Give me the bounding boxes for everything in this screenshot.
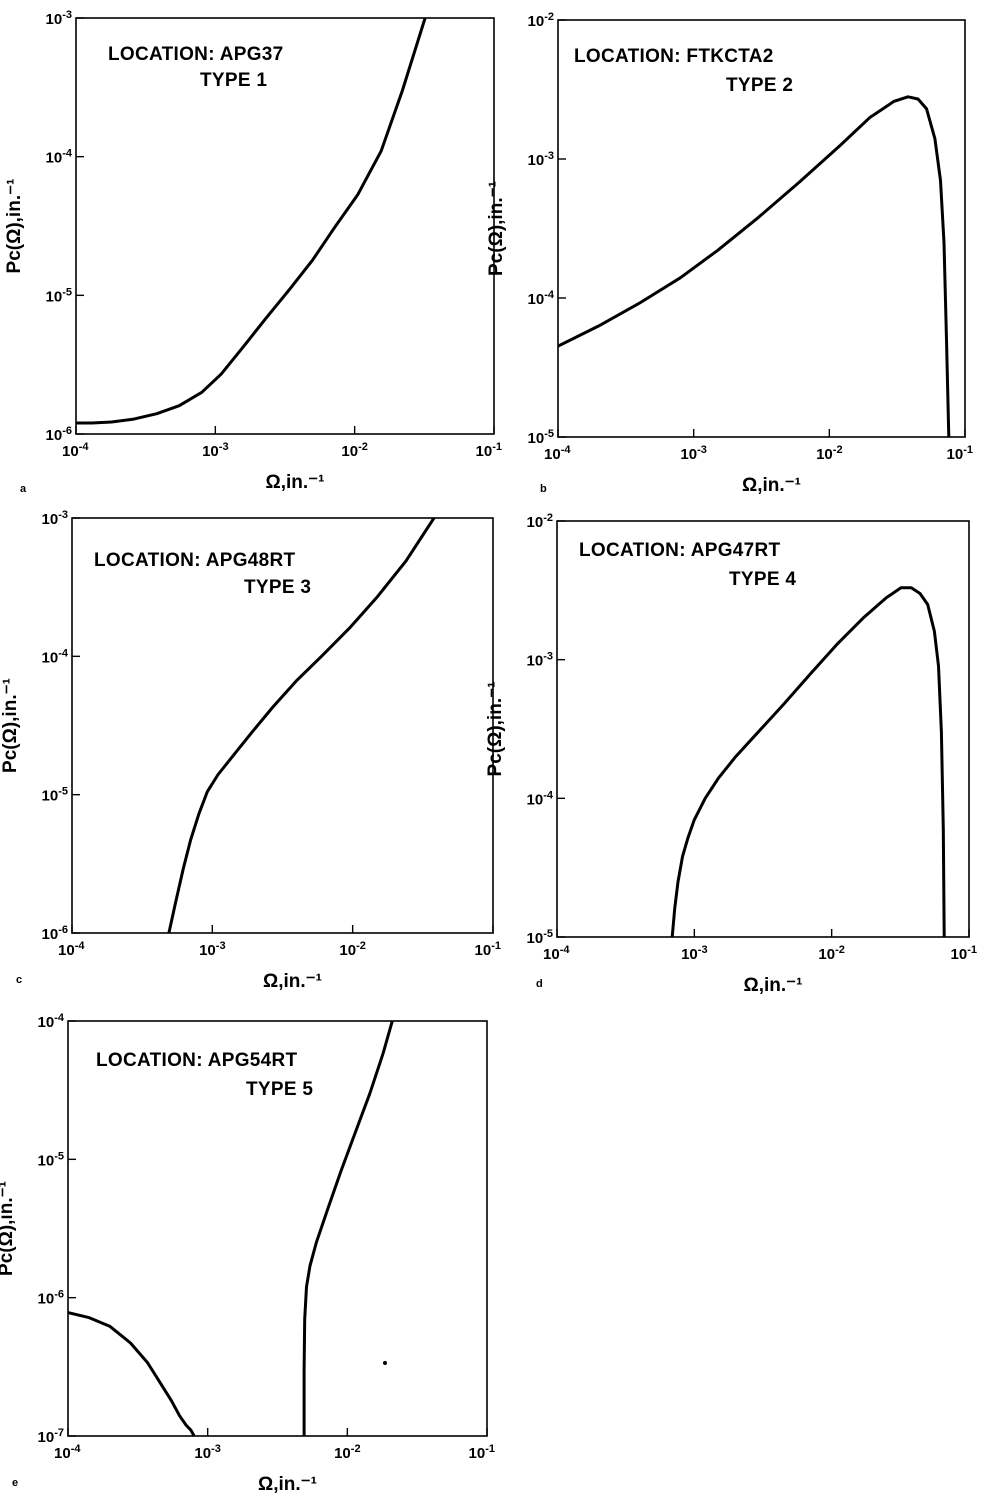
chart-panel-d: 10-4 10-3 10-2 10-110-510-410-310-2LOCATION…: [485, 512, 977, 996]
series-line-0: [167, 518, 436, 933]
y-tick-label: 10-2: [528, 11, 554, 30]
type-annotation: TYPE 4: [729, 569, 796, 590]
x-tick-label: 10-2: [818, 944, 844, 963]
series-line-0: [76, 18, 427, 425]
panel-letter: b: [540, 483, 547, 495]
x-tick-label: 10-1: [951, 944, 977, 963]
y-tick-label: 10-5: [46, 286, 72, 305]
y-tick-label: 10-5: [528, 428, 554, 447]
x-tick-label: 10-2: [341, 441, 367, 460]
location-annotation: LOCATION: APG37: [108, 44, 284, 65]
x-tick-label: 10-4: [54, 1443, 81, 1462]
series-line-0: [558, 95, 951, 437]
plot-frame: [71, 517, 494, 934]
x-tick-label: 10-2: [334, 1443, 360, 1462]
y-tick-label: 10-3: [46, 9, 72, 28]
x-axis-title: Ω,in.⁻¹: [743, 975, 802, 996]
chart-panel-a: 10-4 10-3 10-2 10-1 10-6 10-5 10-4 10-3 LOCATION…: [4, 9, 502, 495]
x-tick-label: 10-1: [475, 940, 501, 959]
y-tick-label: 10-3: [527, 651, 553, 670]
x-tick-label: 10-3: [199, 940, 225, 959]
x-tick-label: 10-3: [202, 441, 228, 460]
location-annotation: LOCATION: FTKCTA2: [574, 46, 774, 67]
panel-letter: a: [20, 483, 27, 495]
location-annotation: LOCATION: APG54RT: [96, 1050, 298, 1071]
x-tick-label: 10-3: [680, 444, 706, 463]
panel-letter: c: [16, 974, 22, 986]
scan-speck: [383, 1361, 387, 1365]
chart-panel-e: 10-4 10-3 10-2 10-1 10-7 10-6 10-5 10-4 LOCATION…: [0, 1012, 495, 1495]
y-axis-title: Pc(Ω),in.⁻¹: [485, 682, 506, 777]
y-axis-title: Pc(Ω),in.⁻¹: [486, 181, 507, 276]
y-axis-title: Pc(Ω),in.⁻¹: [0, 1181, 17, 1276]
y-tick-label: 10-4: [527, 789, 554, 808]
y-tick-label: 10-5: [38, 1150, 64, 1169]
y-tick-label: 10-3: [528, 150, 554, 169]
location-annotation: LOCATION: APG48RT: [94, 550, 296, 571]
y-tick-label: 10-6: [38, 1289, 64, 1308]
x-tick-label: 10-2: [816, 444, 842, 463]
y-axis-title: Pc(Ω),in.⁻¹: [4, 179, 25, 274]
x-axis-title: Ω,in.⁻¹: [265, 472, 324, 493]
x-tick-label: 10-4: [544, 444, 571, 463]
y-tick-label: 10-7: [38, 1427, 64, 1446]
y-tick-label: 10-4: [42, 647, 69, 666]
plot-frame: [556, 520, 970, 938]
y-tick-label: 10-4: [46, 148, 73, 167]
y-axis-title: Pc(Ω),in.⁻¹: [0, 678, 21, 773]
series-line-1: [302, 1021, 394, 1436]
x-axis-title: Ω,in.⁻¹: [258, 1474, 317, 1495]
panel-letter: d: [536, 978, 543, 990]
x-tick-label: 10-3: [681, 944, 707, 963]
x-tick-label: 10-1: [469, 1443, 495, 1462]
type-annotation: TYPE 2: [726, 75, 793, 96]
y-tick-label: 10-6: [46, 425, 72, 444]
plot-frame: [67, 1020, 488, 1437]
x-tick-label: 10-4: [58, 940, 85, 959]
location-annotation: LOCATION: APG47RT: [579, 540, 781, 561]
type-annotation: TYPE 3: [244, 577, 311, 598]
y-tick-label: 10-5: [527, 928, 553, 947]
x-axis-title: Ω,in.⁻¹: [742, 475, 801, 496]
panel-letter: e: [12, 1477, 18, 1489]
series-line-0: [670, 586, 946, 937]
plot-frame: [75, 17, 495, 435]
type-annotation: TYPE 5: [246, 1079, 313, 1100]
chart-panel-b: 10-4 10-3 10-2 10-110-510-410-310-2LOCATION…: [486, 11, 973, 496]
y-tick-label: 10-4: [528, 289, 555, 308]
y-tick-label: 10-2: [527, 512, 553, 531]
x-tick-label: 10-1: [476, 441, 502, 460]
y-tick-label: 10-6: [42, 924, 68, 943]
series-line-0: [68, 1311, 196, 1436]
x-axis-title: Ω,in.⁻¹: [263, 971, 322, 992]
plot-frame: [557, 19, 966, 438]
x-tick-label: 10-2: [339, 940, 365, 959]
x-tick-label: 10-4: [62, 441, 89, 460]
y-tick-label: 10-5: [42, 786, 68, 805]
x-tick-label: 10-3: [194, 1443, 220, 1462]
y-tick-label: 10-4: [38, 1012, 65, 1031]
y-tick-label: 10-3: [42, 509, 68, 528]
x-tick-label: 10-4: [543, 944, 570, 963]
x-tick-label: 10-1: [947, 444, 973, 463]
chart-panel-c: 10-4 10-3 10-2 10-1 10-6 10-5 10-4 10-3 LOCATION…: [0, 509, 501, 992]
type-annotation: TYPE 1: [200, 70, 267, 91]
